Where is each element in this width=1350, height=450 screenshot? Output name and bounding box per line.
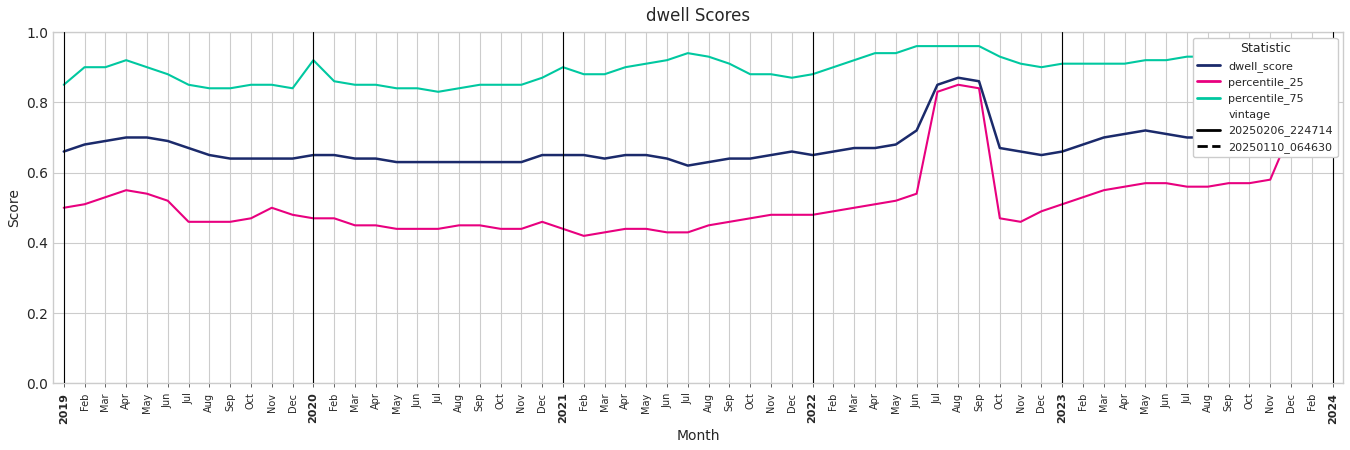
Legend: dwell_score, percentile_25, percentile_75, vintage, 20250206_224714, 20250110_06: dwell_score, percentile_25, percentile_7… [1193,38,1338,157]
Title: dwell Scores: dwell Scores [647,7,751,25]
X-axis label: Month: Month [676,429,720,443]
Y-axis label: Score: Score [7,189,22,227]
